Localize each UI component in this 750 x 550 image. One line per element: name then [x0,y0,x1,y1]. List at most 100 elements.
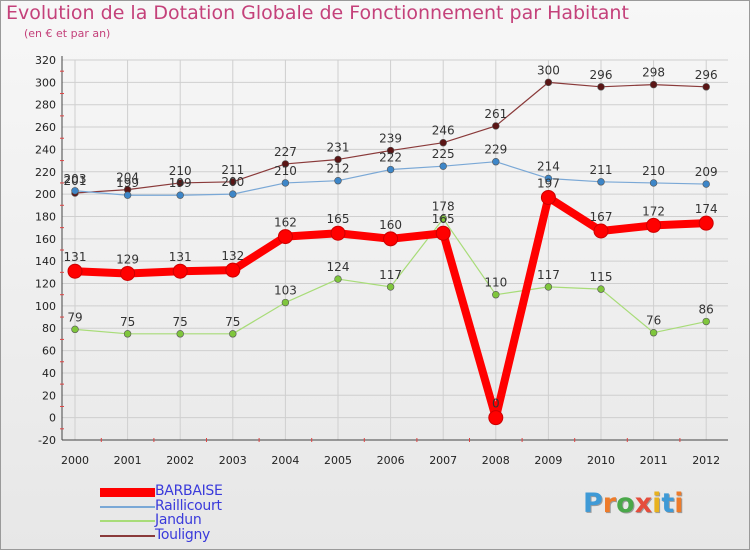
logo-letter: r [602,488,617,519]
data-label-barbaise: 0 [492,397,500,411]
data-label-raillicourt: 210 [274,164,297,178]
data-label-touligny: 210 [169,164,192,178]
data-label-jandun: 115 [590,270,613,284]
data-point-jandun [492,291,500,299]
data-label-jandun: 79 [67,310,82,324]
data-label-touligny: 204 [116,171,139,185]
x-tick-label: 2001 [114,454,142,467]
data-point-jandun [123,330,132,338]
data-point-touligny [649,80,658,89]
y-tick-label: 40 [42,367,56,380]
data-label-barbaise: 132 [221,249,244,263]
y-tick-label: 220 [35,166,56,179]
x-tick-label: 2006 [377,454,405,467]
data-label-touligny: 239 [379,132,402,146]
proxiti-logo: Proxiti [583,488,684,519]
data-point-jandun [702,317,710,326]
data-point-barbaise [383,231,399,247]
data-label-touligny: 231 [327,140,350,154]
chart-subtitle: (en € et par an) [24,27,111,40]
x-tick-label: 2005 [324,454,352,467]
data-point-raillicourt [176,191,184,199]
data-label-jandun: 117 [537,268,560,282]
data-point-touligny [386,146,395,155]
logo-letter: P [583,488,603,519]
data-label-jandun: 75 [120,315,135,329]
data-label-raillicourt: 229 [484,143,507,157]
x-tick-label: 2004 [271,454,299,467]
data-label-raillicourt: 199 [169,176,192,190]
data-label-touligny: 296 [695,68,718,82]
data-label-touligny: 296 [590,68,613,82]
data-label-touligny: 300 [537,63,560,77]
y-tick-label: 20 [42,389,56,402]
data-point-touligny [176,179,184,187]
data-label-barbaise: 165 [432,212,455,226]
data-label-raillicourt: 214 [537,159,560,173]
x-tick-label: 2000 [61,454,89,467]
logo-letter: x [634,488,653,519]
data-label-raillicourt: 211 [590,163,613,177]
data-point-touligny [544,78,553,87]
y-tick-label: 200 [35,188,56,201]
data-point-touligny [597,83,605,91]
data-label-touligny: 298 [642,66,665,80]
y-tick-label: 260 [35,121,56,134]
data-point-raillicourt [123,191,132,199]
data-label-barbaise: 174 [695,202,718,216]
data-point-raillicourt [229,190,237,198]
data-point-raillicourt [386,165,395,174]
data-point-touligny [492,122,500,130]
x-tick-label: 2010 [587,454,615,467]
data-label-jandun: 124 [327,260,350,274]
data-label-raillicourt: 203 [64,172,87,186]
x-tick-label: 2009 [534,454,562,467]
data-label-jandun: 117 [379,268,402,282]
data-label-touligny: 261 [484,107,507,121]
data-point-jandun [649,329,658,337]
data-label-jandun: 75 [225,315,240,329]
data-point-raillicourt [597,178,605,186]
data-label-jandun: 86 [699,303,714,317]
data-label-jandun: 76 [646,314,661,328]
y-tick-label: 60 [42,345,56,358]
y-tick-label: 180 [35,210,56,223]
data-label-jandun: 75 [173,315,188,329]
data-point-touligny [439,139,447,147]
data-point-barbaise [593,223,609,239]
data-point-raillicourt [439,162,447,170]
data-point-barbaise [67,263,83,279]
data-point-jandun [176,330,184,338]
data-point-barbaise [488,410,504,426]
y-tick-label: 240 [35,143,56,156]
data-label-touligny: 246 [432,124,455,138]
data-label-raillicourt: 225 [432,147,455,161]
data-label-raillicourt: 222 [379,151,402,165]
data-point-barbaise [120,265,136,281]
y-tick-label: 300 [35,76,56,89]
data-label-barbaise: 160 [379,218,402,232]
data-point-barbaise [172,263,188,279]
data-label-barbaise: 129 [116,252,139,266]
data-point-jandun [386,283,395,291]
data-label-raillicourt: 200 [221,175,244,189]
data-label-barbaise: 131 [169,250,192,264]
data-point-jandun [334,275,342,283]
data-point-barbaise [330,225,346,241]
data-label-raillicourt: 199 [116,176,139,190]
data-point-jandun [597,285,605,293]
data-point-touligny [281,160,290,168]
y-tick-label: 280 [35,99,56,112]
y-tick-label: 80 [42,322,56,335]
x-tick-label: 2007 [429,454,457,467]
data-point-barbaise [646,217,662,233]
data-label-jandun: 103 [274,284,297,298]
chart-title: Evolution de la Dotation Globale de Fonc… [6,2,629,24]
y-tick-label: 120 [35,278,56,291]
y-tick-label: 320 [35,54,56,67]
y-tick-label: 140 [35,255,56,268]
data-point-raillicourt [71,187,79,195]
y-tick-label: 160 [35,233,56,246]
logo-letter: t [661,488,675,519]
